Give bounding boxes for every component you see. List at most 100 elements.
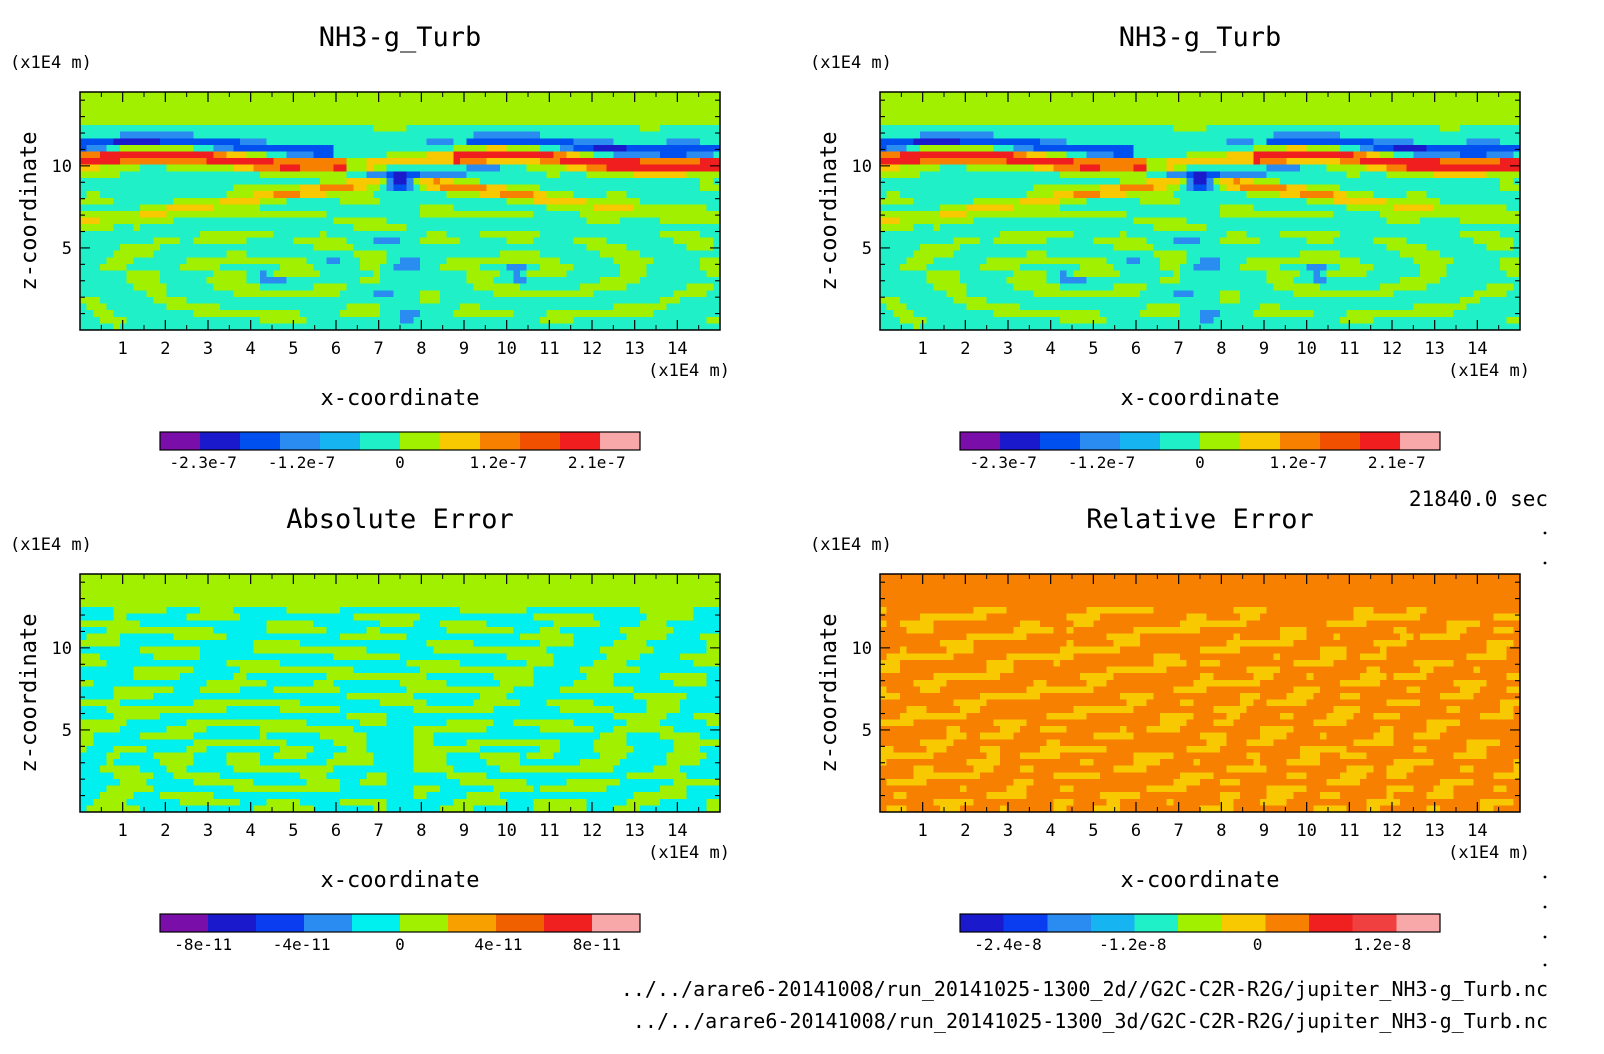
heatmap-cell — [1053, 131, 1061, 139]
heatmap-cell — [893, 131, 901, 139]
heatmap-cell — [1033, 92, 1041, 100]
heatmap-cell — [566, 316, 574, 324]
heatmap-cell — [626, 125, 634, 133]
heatmap-cell — [1106, 184, 1114, 192]
heatmap-cell — [1320, 125, 1328, 133]
heatmap-cell — [546, 171, 554, 179]
heatmap-cell — [533, 270, 541, 278]
heatmap-cell — [453, 138, 461, 146]
heatmap-cell — [620, 151, 628, 159]
heatmap-cell — [540, 277, 548, 285]
heatmap-cell — [246, 171, 254, 179]
heatmap-cell — [1280, 177, 1288, 186]
heatmap-cell — [200, 105, 208, 113]
heatmap-cell — [453, 164, 461, 172]
x-tick-label: 4 — [246, 339, 256, 359]
heatmap-cell — [360, 184, 368, 192]
heatmap-cell — [500, 158, 508, 166]
heatmap-cell — [506, 244, 514, 252]
heatmap-cell — [1413, 151, 1421, 159]
heatmap-cell — [386, 323, 394, 331]
heatmap-cell — [393, 197, 401, 205]
heatmap-cell — [233, 177, 241, 186]
heatmap-cell — [640, 237, 648, 245]
heatmap-cell — [180, 310, 188, 318]
heatmap-cell — [513, 230, 521, 239]
heatmap-cell — [1286, 144, 1294, 153]
heatmap-cell — [540, 217, 548, 225]
heatmap-cell — [460, 237, 468, 245]
heatmap-cell — [426, 224, 434, 232]
heatmap-cell — [986, 118, 994, 126]
heatmap-cell — [266, 237, 274, 245]
heatmap-cell — [1000, 131, 1008, 139]
heatmap-cell — [586, 250, 594, 258]
heatmap-cell — [106, 316, 114, 324]
heatmap-cell — [600, 224, 608, 232]
heatmap-cell — [1040, 164, 1048, 172]
heatmap-cell — [86, 296, 94, 305]
heatmap-cell — [1233, 98, 1241, 106]
heatmap-cell — [680, 125, 688, 133]
heatmap-cell — [693, 310, 701, 318]
heatmap-cell — [1033, 118, 1041, 126]
heatmap-cell — [226, 105, 234, 113]
heatmap-cell — [333, 144, 341, 153]
heatmap-cell — [640, 310, 648, 318]
heatmap-cell — [1433, 111, 1441, 120]
heatmap-cell — [100, 303, 108, 311]
heatmap-cell — [493, 105, 501, 113]
heatmap-cell — [706, 257, 714, 265]
heatmap-cell — [406, 92, 414, 100]
heatmap-cell — [313, 290, 321, 298]
heatmap-cell — [453, 92, 461, 100]
heatmap-cell — [906, 111, 914, 120]
heatmap-cell — [526, 211, 534, 219]
heatmap-cell — [473, 158, 481, 166]
heatmap-cell — [1466, 92, 1474, 100]
heatmap-cell — [1240, 144, 1248, 153]
heatmap-cell — [1380, 111, 1388, 120]
heatmap-cell — [520, 111, 528, 120]
heatmap-cell — [160, 191, 168, 199]
heatmap-cell — [193, 283, 201, 291]
heatmap-cell — [646, 310, 654, 318]
heatmap-cell — [366, 98, 374, 106]
heatmap-cell — [600, 250, 608, 258]
heatmap-cell — [700, 257, 708, 265]
heatmap-cell — [220, 283, 228, 291]
heatmap-cell — [200, 144, 208, 153]
heatmap-cell — [1106, 177, 1114, 186]
heatmap-cell — [86, 204, 94, 212]
heatmap-cell — [213, 144, 221, 153]
heatmap-cell — [560, 171, 568, 179]
heatmap-cell — [1313, 131, 1321, 139]
heatmap-cell — [1226, 144, 1234, 153]
heatmap-cell — [553, 270, 561, 278]
heatmap-cell — [680, 296, 688, 305]
heatmap-cell — [693, 184, 701, 192]
heatmap-cell — [120, 177, 128, 186]
heatmap-cell — [233, 290, 241, 298]
heatmap-cell — [553, 177, 561, 186]
heatmap-cell — [260, 204, 268, 212]
heatmap-cell — [126, 171, 134, 179]
heatmap-cell — [366, 283, 374, 291]
heatmap-cell — [1473, 171, 1481, 179]
heatmap-cell — [273, 316, 281, 324]
heatmap-cell — [520, 290, 528, 298]
heatmap-cell — [1506, 92, 1514, 100]
heatmap-cell — [86, 138, 94, 146]
heatmap-cell — [680, 257, 688, 265]
heatmap-cell — [1266, 177, 1274, 186]
heatmap-cell — [353, 144, 361, 153]
heatmap-cell — [620, 250, 628, 258]
heatmap-cell — [660, 138, 668, 146]
heatmap-cell — [453, 263, 461, 272]
heatmap-cell — [1406, 177, 1414, 186]
heatmap-cell — [693, 144, 701, 153]
heatmap-cell — [206, 211, 214, 219]
heatmap-cell — [320, 257, 328, 265]
heatmap-cell — [1126, 164, 1134, 172]
heatmap-cell — [186, 257, 194, 265]
